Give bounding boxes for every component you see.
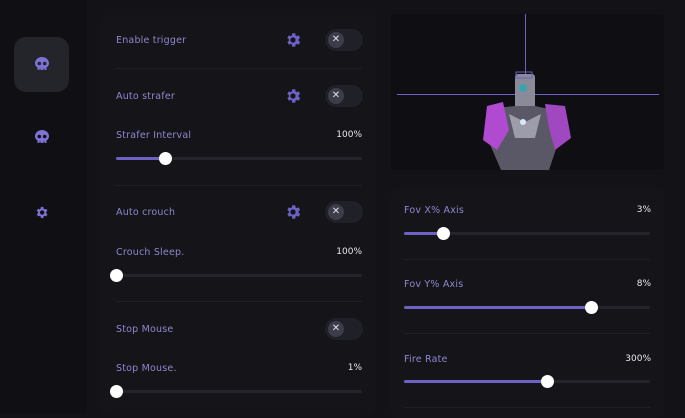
auto-strafer-label: Auto strafer [116, 91, 175, 102]
divider [116, 185, 362, 186]
stop-mouse-value: 1% [347, 363, 362, 373]
gear-icon[interactable] [284, 31, 302, 49]
slider-handle[interactable] [584, 301, 598, 314]
sidebar-item-trigger[interactable] [14, 110, 69, 165]
fire-rate-slider[interactable] [404, 375, 650, 388]
fov-x-slider[interactable] [404, 227, 650, 240]
crouch-sleep-label: Crouch Sleep. [116, 247, 185, 258]
fov-y-value: 8% [636, 279, 651, 289]
fire-rate-value: 300% [625, 354, 651, 364]
slider-handle[interactable] [159, 152, 173, 165]
strafer-interval-label: Strafer Interval [116, 130, 192, 141]
divider [404, 407, 650, 408]
gear-icon [36, 206, 48, 219]
close-icon: ✕ [328, 88, 344, 104]
skull-icon [34, 130, 49, 143]
sidebar-item-aimbot[interactable] [14, 37, 69, 92]
auto-crouch-label: Auto crouch [116, 207, 176, 218]
divider [116, 68, 362, 69]
strafer-interval-value: 100% [336, 130, 362, 140]
crosshair-vertical [525, 14, 526, 86]
fire-rate-label: Fire Rate [404, 354, 448, 365]
skull-icon [34, 57, 49, 70]
stop-mouse-value-label: Stop Mouse. [116, 363, 177, 374]
close-icon: ✕ [328, 204, 344, 220]
enable-trigger-label: Enable trigger [116, 35, 187, 46]
divider [404, 259, 650, 260]
sidebar [0, 0, 87, 413]
crouch-sleep-value: 100% [336, 247, 362, 257]
slider-handle[interactable] [540, 375, 554, 388]
stop-mouse-toggle[interactable]: ✕ [325, 318, 363, 340]
close-icon: ✕ [328, 32, 344, 48]
divider [116, 301, 362, 302]
slider-handle[interactable] [437, 227, 451, 240]
slider-handle[interactable] [110, 385, 123, 398]
auto-strafer-toggle[interactable]: ✕ [325, 85, 363, 107]
divider [404, 333, 650, 334]
fov-x-value: 3% [636, 205, 651, 215]
enable-trigger-toggle[interactable]: ✕ [325, 29, 363, 51]
gear-icon[interactable] [284, 203, 302, 221]
close-icon: ✕ [328, 321, 344, 337]
gear-icon[interactable] [284, 87, 302, 105]
trigger-settings-panel: Enable trigger ✕ Auto strafer ✕ Strafer … [100, 15, 376, 415]
strafer-interval-slider[interactable] [116, 152, 362, 165]
fov-y-slider[interactable] [404, 301, 650, 314]
fov-y-label: Fov Y% Axis [404, 279, 464, 290]
stop-mouse-label: Stop Mouse [116, 324, 174, 335]
aim-settings-panel: Fov X% Axis 3% Fov Y% Axis 8% Fire Rate … [391, 188, 664, 418]
auto-crouch-toggle[interactable]: ✕ [325, 201, 363, 223]
crouch-sleep-slider[interactable] [110, 269, 362, 282]
fov-x-label: Fov X% Axis [404, 205, 465, 216]
slider-handle[interactable] [110, 269, 123, 282]
stop-mouse-slider[interactable] [110, 385, 362, 398]
character-model [483, 71, 571, 170]
esp-preview [391, 14, 664, 170]
sidebar-item-settings[interactable] [14, 185, 69, 240]
